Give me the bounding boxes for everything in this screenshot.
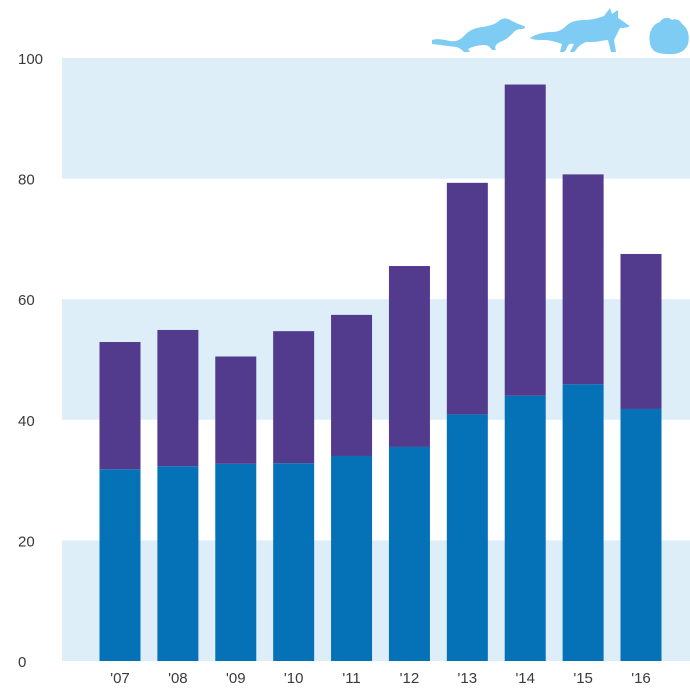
x-tick-label: '07 [110,670,130,687]
bar-segment-series-1 [446,182,488,415]
fox-icon [530,8,630,52]
bar-segment-series-1 [331,314,373,456]
x-tick-label: '10 [284,670,304,687]
y-tick-label: 40 [18,413,35,430]
bar-segment-series-0 [446,414,488,661]
x-tick-label: '14 [515,670,535,687]
bar-segment-series-0 [99,469,141,661]
x-axis-ticks: '07 '08 '09 '10 '11 '12 '13 '14 '15 '16 [110,670,651,687]
x-tick-label: '16 [631,670,651,687]
weasel-icon [432,18,526,52]
small-furry-animal-shape [649,17,689,54]
bar-segment-series-1 [620,253,662,409]
x-tick-label: '11 [342,670,360,687]
bars [99,84,662,661]
y-tick-label: 20 [18,533,35,550]
grid-band [62,58,690,179]
bar-segment-series-0 [331,455,373,661]
bar-segment-series-1 [562,174,604,385]
bar-segment-series-0 [504,395,546,661]
y-tick-label: 0 [18,654,26,671]
y-tick-label: 60 [18,292,35,309]
x-tick-label: '12 [400,670,420,687]
bar-segment-series-1 [388,266,430,447]
bar-segment-series-0 [273,463,315,661]
small-furry-animal-icon [649,17,689,54]
y-tick-label: 100 [18,51,43,68]
fox-shape [530,8,630,52]
bar-segment-series-0 [157,466,199,661]
weasel-shape [432,18,526,52]
x-tick-label: '13 [458,670,478,687]
bar-segment-series-1 [99,342,141,470]
y-axis-ticks: 0 20 40 60 80 100 [18,51,43,671]
y-tick-label: 80 [18,172,35,189]
legend-icons [432,8,689,54]
bar-segment-series-0 [562,384,604,661]
x-tick-label: '09 [226,670,246,687]
bar-segment-series-1 [215,356,257,464]
x-tick-label: '08 [168,670,188,687]
x-tick-label: '15 [573,670,593,687]
bar-segment-series-0 [620,408,662,661]
bar-segment-series-1 [273,331,315,464]
bar-segment-series-0 [215,463,257,661]
bar-segment-series-0 [388,446,430,661]
bar-segment-series-1 [504,84,546,396]
bar-segment-series-1 [157,329,199,467]
